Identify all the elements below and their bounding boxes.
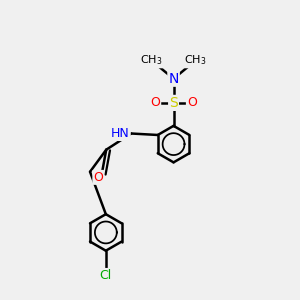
Text: N: N xyxy=(168,72,179,86)
Text: HN: HN xyxy=(111,127,130,140)
Text: S: S xyxy=(169,96,178,110)
Text: O: O xyxy=(187,96,197,110)
Text: Cl: Cl xyxy=(100,269,112,282)
Text: O: O xyxy=(93,171,103,184)
Text: CH$_3$: CH$_3$ xyxy=(184,54,207,68)
Text: O: O xyxy=(150,96,160,110)
Text: CH$_3$: CH$_3$ xyxy=(140,54,163,68)
